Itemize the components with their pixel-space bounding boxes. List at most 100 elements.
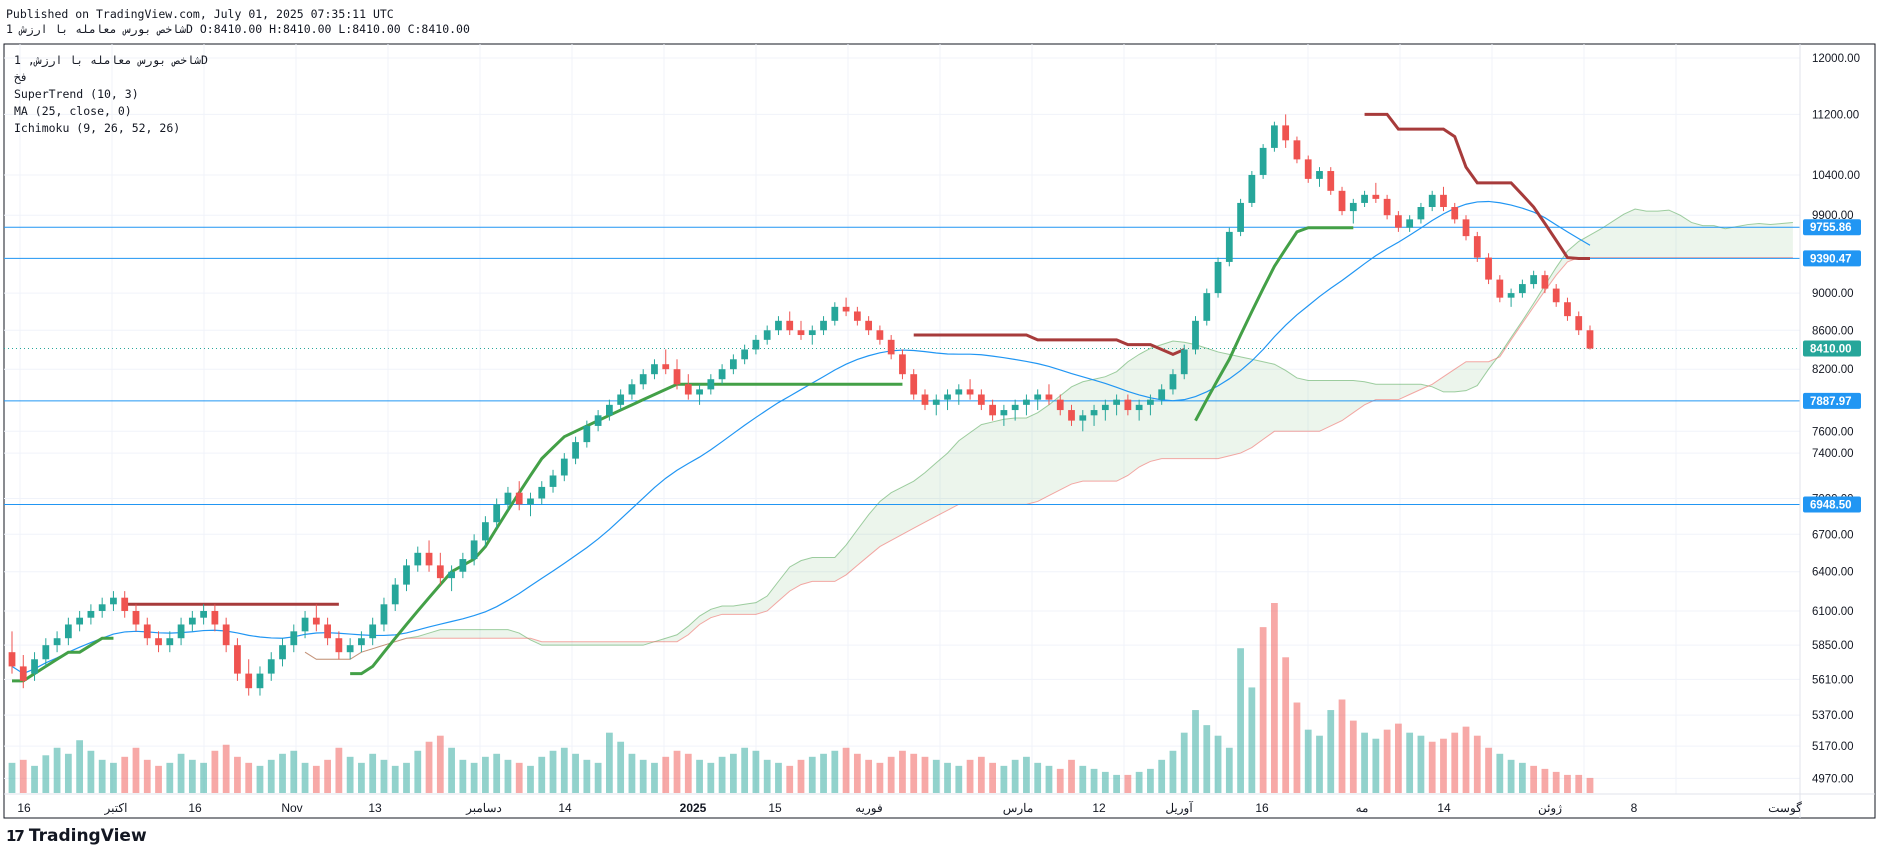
chart-legend: شاخص بورس معامله با ارزش, 1D فخ SuperTre… (14, 52, 208, 137)
candle-body (617, 394, 625, 405)
volume-bar (19, 759, 27, 793)
volume-bar (143, 759, 151, 793)
legend-symbol[interactable]: شاخص بورس معامله با ارزش, 1D (14, 53, 208, 67)
volume-bar (1158, 759, 1166, 793)
candle-body (842, 306, 850, 312)
candle-body (42, 645, 50, 660)
candle-body (290, 631, 298, 646)
candle-body (358, 638, 365, 646)
time-tick-label: دسامبر (465, 801, 502, 815)
candle-body (256, 673, 264, 689)
volume-bar (1101, 771, 1109, 793)
volume-bar (391, 765, 399, 793)
volume-bar (1034, 762, 1042, 793)
volume-bar (1079, 765, 1087, 793)
volume-bar (797, 759, 805, 793)
time-tick-label: مارس (1003, 801, 1034, 815)
candle-body (403, 565, 410, 585)
volume-bar (324, 759, 331, 793)
candle-body (662, 364, 670, 370)
candle-body (436, 565, 444, 579)
candle-body (346, 645, 354, 653)
volume-bar (188, 759, 196, 793)
price-tick-label: 6100.00 (1812, 606, 1854, 618)
candle-body (76, 617, 84, 625)
candle-body (1248, 174, 1256, 203)
candle-body (1056, 399, 1064, 411)
candle-body (1180, 349, 1188, 375)
price-tick-label: 8200.00 (1812, 364, 1854, 376)
volume-bar (899, 750, 906, 793)
volume-bar (966, 759, 974, 793)
candle-body (853, 311, 861, 321)
candle-body (31, 659, 38, 674)
legend-ma[interactable]: MA (25, close, 0) (14, 104, 132, 118)
volume-bar (1440, 738, 1447, 793)
volume-bar (842, 747, 850, 793)
candle-body (549, 475, 557, 487)
price-tick-label: 6700.00 (1812, 529, 1854, 541)
volume-bar (865, 759, 873, 793)
horizontal-levels (4, 226, 1800, 506)
volume-bar (1541, 768, 1549, 793)
candle-body (1090, 410, 1098, 416)
candle-body (448, 571, 455, 579)
time-axis[interactable]: 16 اکتبر 16 Nov 13 دسامبر 14 2025 15 فوریه مارس 12 آ… (17, 800, 1802, 815)
supertrend-up-segment (1194, 226, 1354, 422)
volume-bar (1507, 759, 1515, 793)
candle-body (1349, 202, 1357, 212)
volume-bar (538, 756, 546, 793)
price-tick-label: 9000.00 (1812, 288, 1854, 300)
volume-bar (53, 747, 61, 793)
volume-bar (1124, 774, 1132, 793)
volume-bar (166, 762, 174, 793)
level-price-label: 6948.50 (1810, 500, 1852, 512)
candles[interactable] (8, 114, 1594, 696)
candle-body (19, 666, 27, 681)
volume-bar (910, 753, 918, 793)
candle-body (752, 339, 760, 350)
candle-body (932, 399, 940, 405)
candle-body (1282, 125, 1290, 141)
volume-bar (436, 735, 444, 793)
volume-bar (1586, 777, 1594, 793)
cloud-fill (305, 209, 1793, 660)
price-axis[interactable]: 12000.0011200.0010400.009900.009390.4790… (1803, 53, 1861, 785)
legend-supertrend[interactable]: SuperTrend (10, 3) (14, 87, 139, 101)
candle-body (718, 369, 726, 380)
time-tick-label: Nov (281, 801, 302, 815)
candle-body (910, 374, 918, 395)
candle-body (1316, 171, 1323, 179)
volume-bar (448, 747, 455, 793)
candle-body (1192, 320, 1199, 350)
volume-bar (594, 762, 602, 793)
candle-body (515, 492, 523, 505)
volume-bar (380, 759, 388, 793)
price-tick-label: 5170.00 (1812, 741, 1854, 753)
volume-bar (42, 755, 50, 793)
price-tick-label: 4970.00 (1812, 773, 1854, 785)
volume-bar (696, 759, 703, 793)
volume-bar (403, 762, 410, 793)
candle-body (391, 584, 399, 605)
candle-body (1304, 159, 1312, 179)
candle-body (459, 559, 467, 572)
candle-body (1496, 279, 1504, 298)
volume-bar (1023, 756, 1030, 793)
legend-ichimoku[interactable]: Ichimoku (9, 26, 52, 26) (14, 121, 181, 135)
candle-body (1113, 399, 1120, 405)
volume-bar (1428, 741, 1436, 793)
tradingview-brand[interactable]: 17 TradingView (6, 826, 147, 846)
volume-bar (1564, 774, 1571, 793)
candle-body (1440, 194, 1447, 208)
volume-bar (1518, 762, 1526, 793)
ma-line (11, 200, 1591, 675)
volume-bar (651, 762, 658, 793)
volume-bar (200, 762, 207, 793)
candle-body (1124, 399, 1132, 411)
time-tick-label: 16 (17, 801, 31, 815)
candle-body (1406, 219, 1414, 228)
volume-bar (8, 762, 16, 793)
volume-bar (177, 753, 185, 793)
